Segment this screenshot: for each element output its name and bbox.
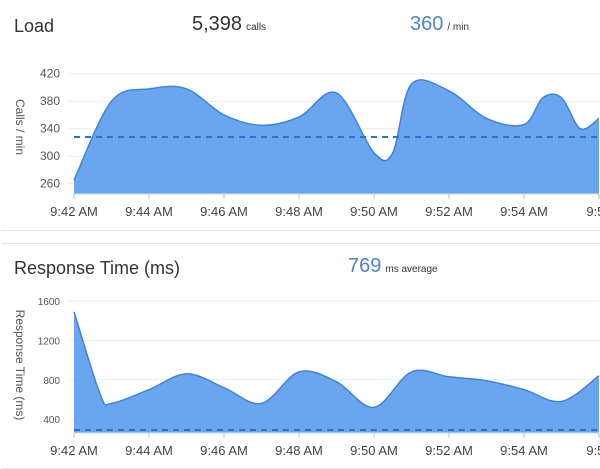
x-tick-label: 9:44 AM bbox=[125, 443, 173, 458]
total-calls-unit: calls bbox=[246, 22, 267, 33]
total-calls-value: 5,398 bbox=[192, 13, 243, 35]
y-tick-label: 420 bbox=[40, 67, 60, 81]
area-fill bbox=[74, 311, 599, 433]
load-chart: 260 300 340 380 420 Calls / min 9:42 AM 9:44 AM… bbox=[13, 67, 600, 219]
call-rate-unit: / min bbox=[447, 22, 470, 33]
avg-response-value: 769 bbox=[348, 255, 382, 277]
avg-response: 769 ms average bbox=[348, 255, 438, 278]
x-tick-label: 9:52 AM bbox=[425, 204, 473, 219]
x-tick-label: 9:46 AM bbox=[200, 204, 248, 219]
y-tick-label: 800 bbox=[43, 376, 60, 387]
response-chart: 400 800 1200 1600 Response Time (ms) 9:42 AM 9… bbox=[13, 297, 600, 458]
response-title: Response Time (ms) bbox=[14, 258, 181, 278]
x-tick-label: 9:42 AM bbox=[50, 443, 98, 458]
x-tick-label: 9:54 AM bbox=[500, 443, 548, 458]
y-axis-title: Calls / min bbox=[13, 99, 27, 155]
x-tick-label: 9:54 AM bbox=[500, 204, 548, 219]
x-tick-label: 9:52 AM bbox=[425, 443, 473, 458]
y-tick-label: 300 bbox=[40, 149, 60, 163]
x-tick-label: 9:56 bbox=[586, 443, 600, 458]
y-tick-label: 380 bbox=[40, 94, 60, 108]
y-tick-label: 1200 bbox=[38, 336, 61, 347]
area-fill bbox=[74, 79, 599, 194]
x-tick-label: 9:46 AM bbox=[200, 443, 248, 458]
y-axis-title: Response Time (ms) bbox=[13, 310, 27, 421]
x-tick-label: 9:48 AM bbox=[275, 443, 323, 458]
x-tick-label: 9:50 AM bbox=[350, 443, 398, 458]
call-rate: 360/ min bbox=[410, 13, 469, 36]
load-title: Load bbox=[14, 16, 55, 36]
x-tick-label: 9:56 bbox=[586, 204, 600, 219]
series-line bbox=[73, 79, 600, 181]
y-tick-label: 1600 bbox=[38, 297, 61, 308]
x-tick-label: 9:48 AM bbox=[275, 204, 323, 219]
x-tick-label: 9:50 AM bbox=[350, 204, 398, 219]
avg-response-unit: ms average bbox=[385, 264, 438, 275]
response-panel: Response Time (ms) 769 ms average 400 800 1… bbox=[2, 243, 600, 469]
y-tick-label: 400 bbox=[43, 415, 60, 426]
load-panel: Load 5,398 calls 360/ min 260 300 340 380 420… bbox=[2, 0, 600, 231]
x-tick-label: 9:44 AM bbox=[125, 204, 173, 219]
total-calls: 5,398 calls bbox=[192, 13, 266, 36]
y-tick-label: 260 bbox=[40, 177, 60, 191]
x-tick-label: 9:42 AM bbox=[50, 204, 98, 219]
call-rate-value: 360 bbox=[410, 13, 444, 35]
series-line bbox=[73, 311, 600, 409]
y-tick-label: 340 bbox=[40, 122, 60, 136]
